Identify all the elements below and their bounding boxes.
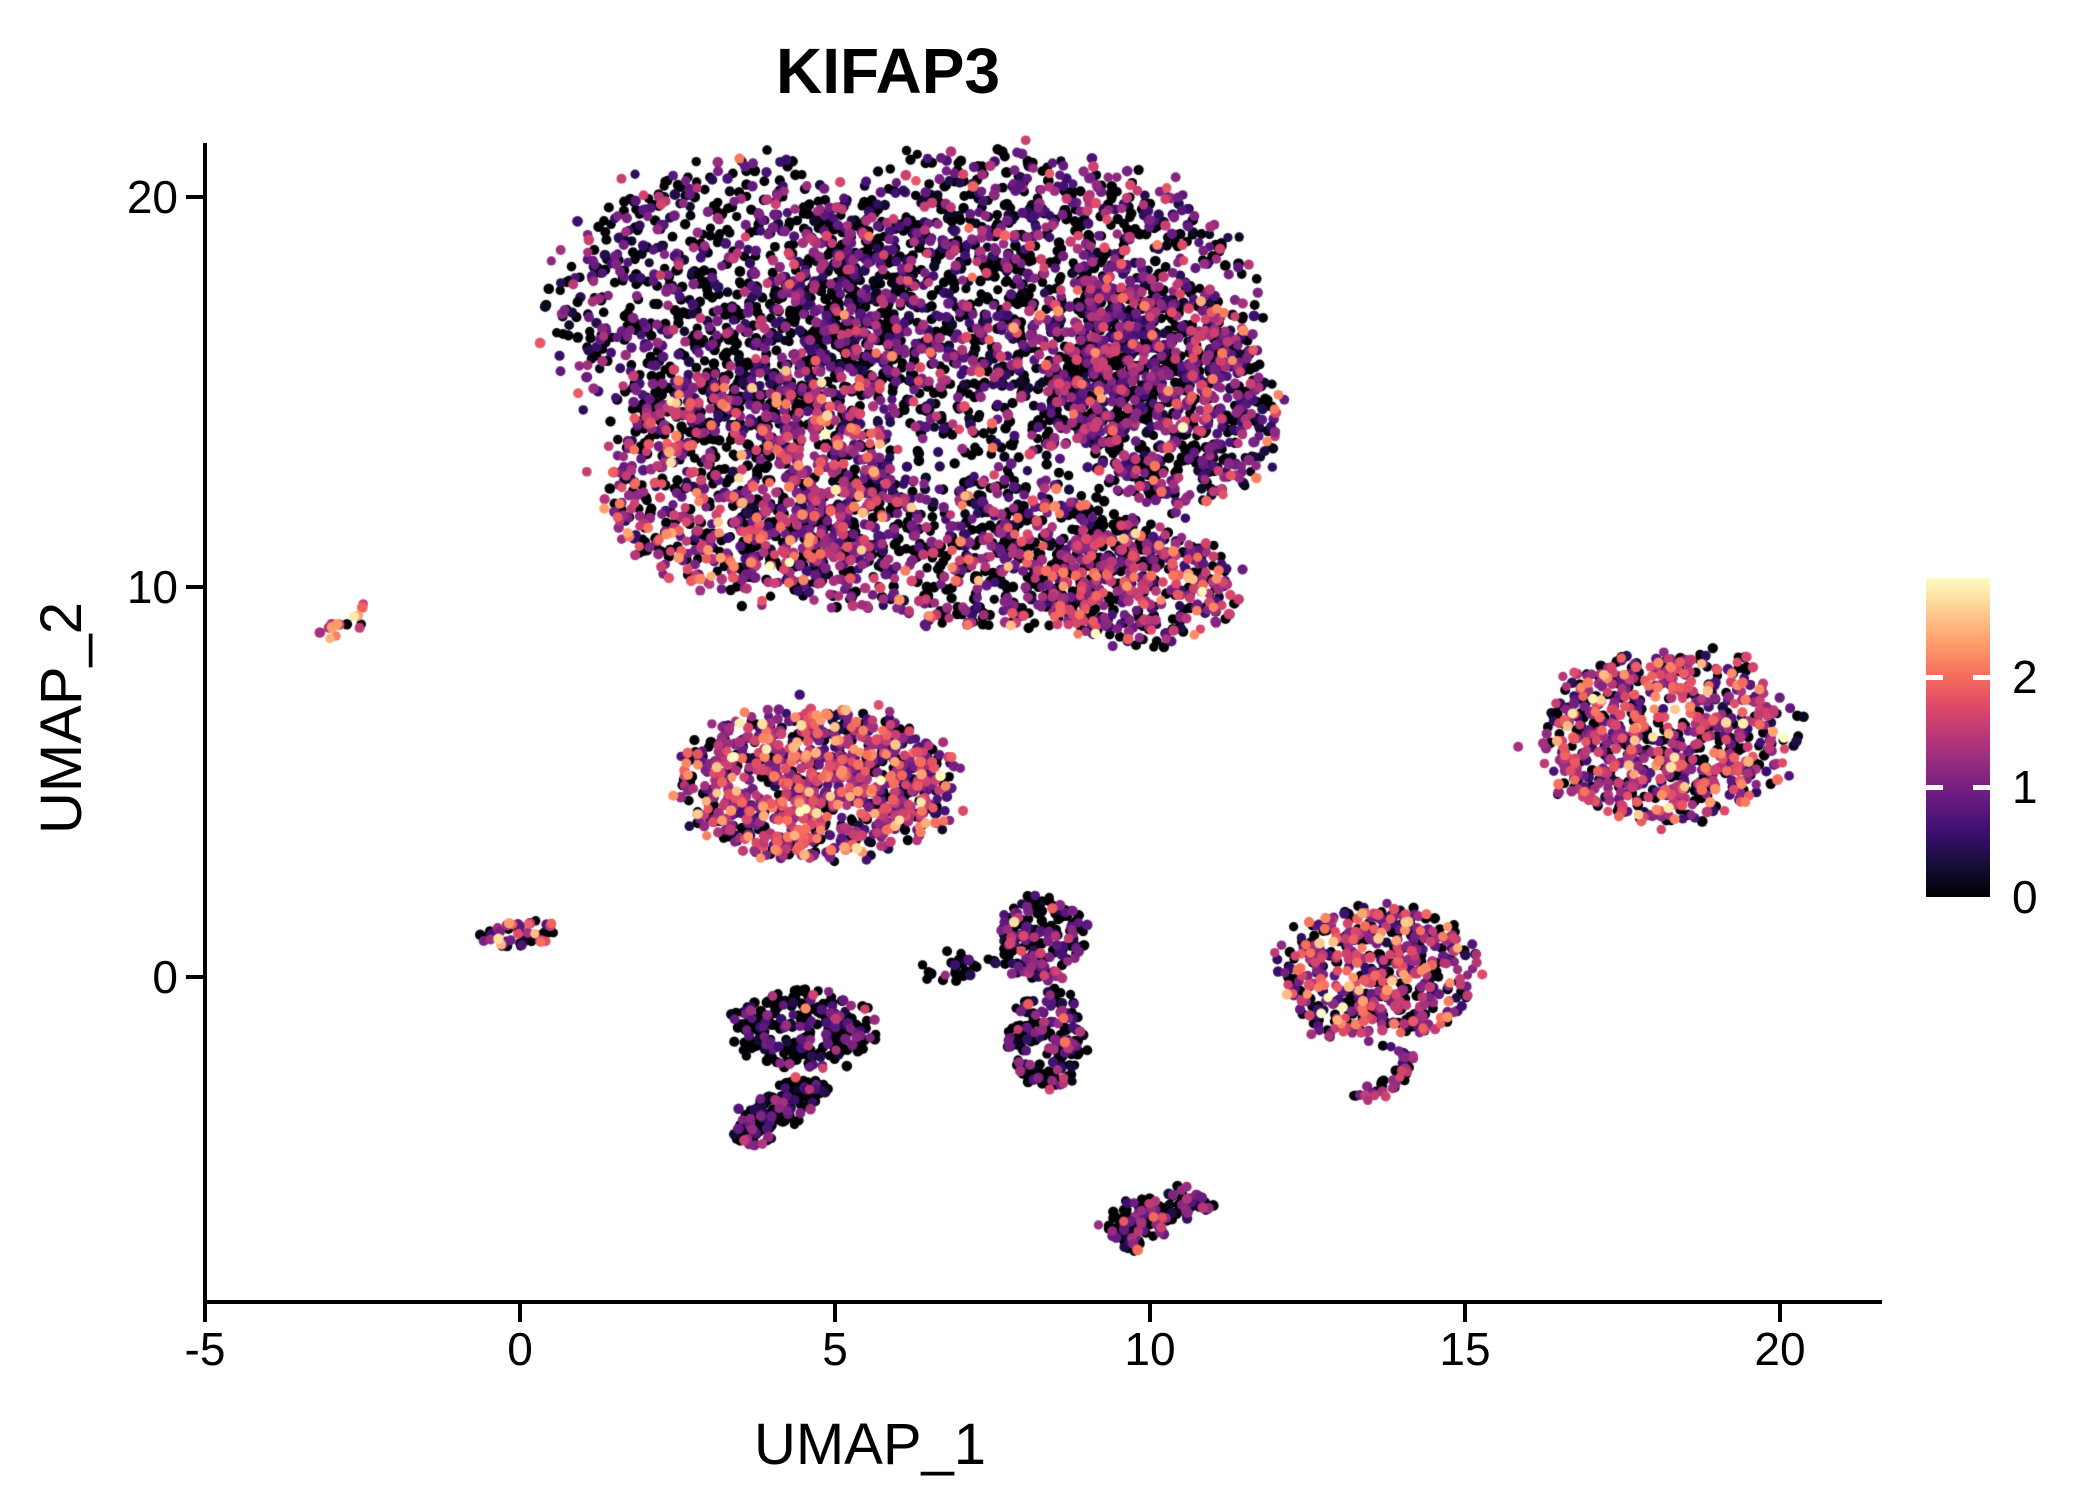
x-tick-mark: [203, 1302, 207, 1322]
colorbar-tick-mark: [1926, 674, 1943, 680]
y-tick-label: 20: [126, 171, 178, 223]
x-tick-mark: [833, 1302, 837, 1322]
colorbar-gradient: [1926, 578, 1990, 897]
x-tick-label: 5: [822, 1323, 848, 1375]
x-tick-mark: [1463, 1302, 1467, 1322]
colorbar-tick-mark: [1926, 784, 1943, 790]
colorbar-tick-label: 2: [2012, 651, 2038, 703]
x-tick-mark: [1148, 1302, 1152, 1322]
plot-title: KIFAP3: [775, 35, 1001, 107]
y-tick-label: 10: [126, 561, 178, 613]
x-tick-mark: [1778, 1302, 1782, 1322]
x-tick-label: 15: [1439, 1323, 1491, 1375]
x-tick-label: -5: [184, 1323, 226, 1375]
y-axis-line: [203, 143, 207, 1304]
colorbar: [1926, 578, 1990, 897]
x-tick-label: 20: [1754, 1323, 1806, 1375]
x-axis-line: [203, 1300, 1882, 1304]
colorbar-tick-label: 1: [2012, 761, 2038, 813]
colorbar-tick-label: 0: [2012, 871, 2038, 923]
y-tick-mark: [186, 975, 203, 979]
x-tick-label: 0: [507, 1323, 533, 1375]
y-tick-mark: [186, 585, 203, 589]
y-tick-mark: [186, 195, 203, 199]
x-tick-label: 10: [1124, 1323, 1176, 1375]
x-tick-mark: [518, 1302, 522, 1322]
colorbar-tick-mark: [1973, 674, 1990, 680]
x-axis-title: UMAP_1: [753, 1412, 987, 1477]
y-axis-title: UMAP_2: [29, 601, 94, 835]
y-tick-label: 0: [152, 951, 178, 1003]
colorbar-tick-mark: [1973, 784, 1990, 790]
